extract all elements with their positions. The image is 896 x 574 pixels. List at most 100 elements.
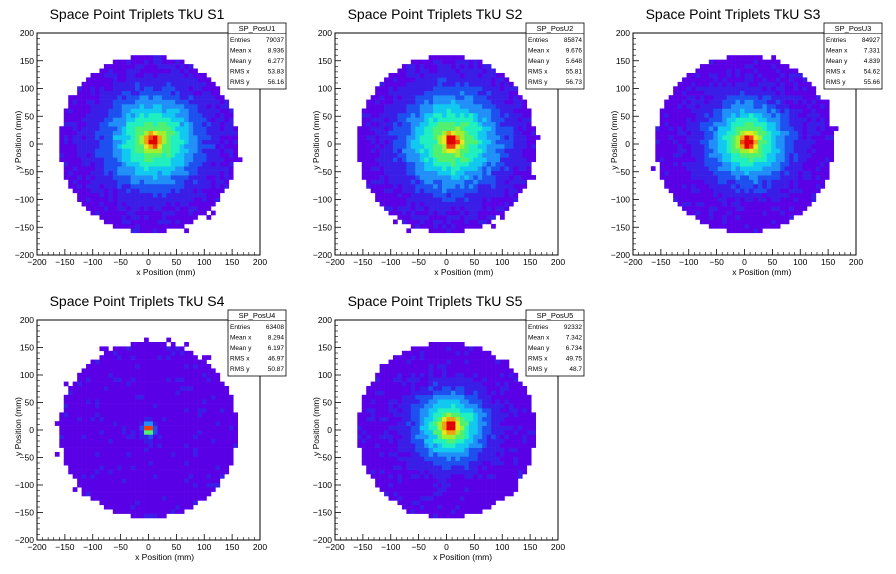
heatmap-bin	[762, 157, 768, 163]
heatmap-bin	[135, 139, 140, 145]
heatmap-bin	[504, 161, 510, 167]
heatmap-bin	[68, 179, 73, 185]
heatmap-bin	[508, 201, 514, 207]
heatmap-bin	[152, 469, 158, 475]
heatmap-bin	[139, 219, 145, 225]
heatmap-bin	[673, 95, 678, 100]
heatmap-bin	[130, 478, 136, 484]
heatmap-bin	[753, 188, 759, 194]
heatmap-bin	[188, 104, 194, 109]
heatmap-bin	[103, 377, 109, 382]
heatmap-bin	[170, 104, 176, 109]
heatmap-bin	[713, 90, 719, 96]
heatmap-bin	[775, 161, 781, 167]
heatmap-bin	[135, 452, 140, 457]
stats-value: 85874	[564, 37, 582, 44]
heatmap-bin	[103, 504, 109, 510]
heatmap-bin	[820, 179, 826, 185]
heatmap-bin	[740, 175, 745, 180]
heatmap-bin	[170, 192, 176, 198]
heatmap-bin	[486, 126, 492, 131]
heatmap-bin	[446, 108, 452, 114]
heatmap-bin	[108, 166, 114, 171]
heatmap-bin	[513, 166, 519, 171]
heatmap-bin	[361, 166, 367, 171]
heatmap-bin	[210, 161, 216, 167]
heatmap-bin	[406, 86, 412, 92]
heatmap-bin	[157, 386, 163, 391]
heatmap-bin	[135, 350, 140, 356]
heatmap-bin	[99, 192, 105, 198]
heatmap-bin	[86, 469, 91, 475]
heatmap-bin	[699, 117, 705, 123]
heatmap-bin	[455, 219, 461, 225]
heatmap-bin	[686, 135, 692, 140]
heatmap-bin	[130, 112, 136, 118]
heatmap-bin	[775, 183, 781, 189]
heatmap-bin	[517, 166, 523, 171]
heatmap-bin	[428, 183, 434, 189]
heatmap-bin	[121, 112, 127, 118]
heatmap-bin	[135, 161, 140, 167]
heatmap-bin	[103, 482, 109, 488]
heatmap-bin	[130, 126, 136, 131]
heatmap-bin	[522, 161, 528, 167]
heatmap-bin	[117, 72, 123, 78]
heatmap-bin	[161, 355, 167, 360]
heatmap-bin	[771, 179, 777, 185]
heatmap-bin	[81, 188, 87, 194]
heatmap-bin	[677, 95, 683, 100]
heatmap-bin	[90, 474, 96, 479]
heatmap-bin	[99, 390, 105, 396]
heatmap-bin	[135, 386, 140, 391]
heatmap-bin	[673, 188, 678, 194]
heatmap-bin	[77, 474, 82, 479]
heatmap-bin	[491, 81, 496, 87]
x-tick-label: 50	[172, 257, 182, 267]
heatmap-bin	[437, 152, 443, 158]
heatmap-bin	[450, 68, 456, 74]
heatmap-bin	[722, 68, 727, 74]
heatmap-bin	[117, 416, 123, 422]
heatmap-bin	[117, 434, 123, 440]
heatmap-bin	[130, 183, 136, 189]
heatmap-bin	[789, 183, 794, 189]
heatmap-bin	[446, 157, 452, 163]
heatmap-bin	[695, 157, 701, 163]
heatmap-bin	[690, 188, 696, 194]
heatmap-bin	[410, 108, 416, 114]
heatmap-bin	[731, 95, 736, 100]
heatmap-bin	[722, 135, 727, 140]
heatmap-bin	[112, 112, 118, 118]
heatmap-bin	[197, 188, 203, 194]
heatmap-bin	[731, 157, 736, 163]
heatmap-bin	[500, 166, 505, 171]
heatmap-bin	[121, 491, 127, 497]
heatmap-bin	[94, 491, 100, 497]
heatmap-bin	[477, 152, 483, 158]
heatmap-bin	[233, 126, 238, 131]
heatmap-bin	[793, 99, 799, 105]
heatmap-bin	[126, 95, 131, 100]
heatmap-bin	[798, 139, 803, 145]
heatmap-bin	[446, 90, 452, 96]
heatmap-bin	[108, 99, 114, 105]
heatmap-bin	[157, 144, 163, 149]
heatmap-bin	[126, 350, 131, 356]
heatmap-bin	[753, 170, 759, 176]
heatmap-bin	[793, 112, 799, 118]
heatmap-bin	[193, 126, 198, 131]
heatmap-bin	[731, 219, 736, 225]
heatmap-bin	[219, 104, 225, 109]
heatmap-bin	[477, 219, 483, 225]
heatmap-bin	[744, 219, 750, 225]
heatmap-bin	[695, 175, 701, 180]
heatmap-bin	[406, 126, 412, 131]
y-axis-label: y Position (mm)	[13, 111, 23, 170]
heatmap-bin	[433, 148, 438, 154]
heatmap-bin	[699, 157, 705, 163]
heatmap-bin	[117, 496, 123, 501]
heatmap-bin	[397, 130, 403, 136]
heatmap-bin	[415, 108, 421, 114]
heatmap-bin	[419, 81, 425, 87]
